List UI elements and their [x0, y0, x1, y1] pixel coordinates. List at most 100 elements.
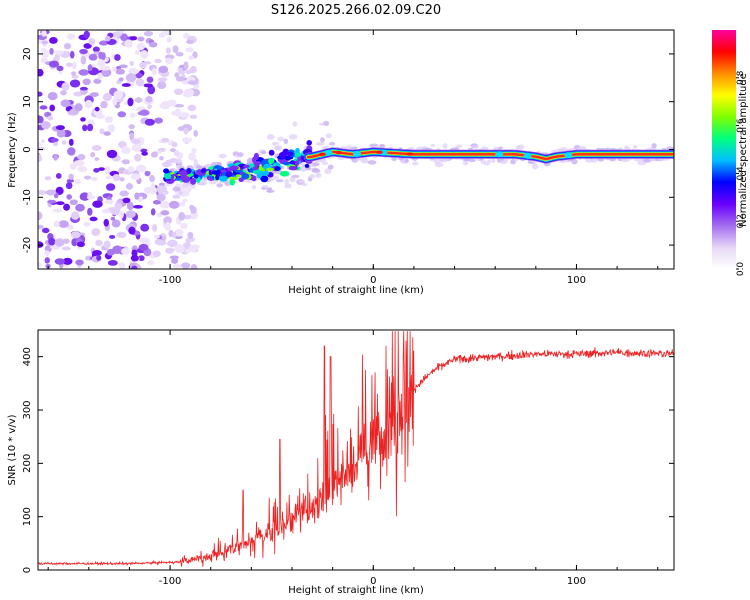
noise-blob [67, 33, 76, 40]
track-halo [651, 143, 657, 149]
noise-blob [127, 97, 134, 107]
noise-blob [105, 175, 113, 180]
noise-blob [129, 61, 134, 66]
snr-y-tick-label: 300 [22, 400, 33, 419]
noise-blob [97, 72, 103, 80]
noise-blob [186, 185, 192, 193]
noise-blob [128, 124, 135, 130]
track-halo [320, 137, 325, 143]
noise-blob [96, 254, 102, 261]
track-blob [164, 173, 172, 180]
noise-blob [131, 143, 142, 152]
snr-y-tick-label: 200 [22, 454, 33, 473]
noise-blob [135, 78, 145, 87]
track-halo [182, 183, 187, 188]
track-blob [235, 169, 244, 173]
noise-blob [137, 36, 145, 42]
track-halo [262, 184, 269, 189]
noise-blob [70, 211, 80, 220]
noise-blob [148, 41, 158, 48]
noise-blob [185, 47, 194, 53]
track-peak [406, 152, 414, 156]
noise-blob [48, 237, 56, 246]
noise-blob [139, 61, 147, 69]
noise-blob [61, 82, 70, 91]
noise-blob [134, 153, 142, 162]
noise-blob [92, 46, 100, 53]
track-halo [312, 162, 320, 167]
noise-blob [79, 86, 88, 91]
track-halo [173, 150, 180, 156]
noise-blob [131, 173, 141, 181]
noise-blob [54, 238, 65, 247]
noise-blob [118, 210, 124, 219]
noise-blob [38, 211, 43, 221]
noise-blob [125, 183, 134, 190]
track-halo [379, 143, 385, 149]
track-halo [266, 134, 275, 140]
noise-blob [55, 201, 65, 206]
noise-blob [71, 74, 79, 79]
track-band [307, 150, 674, 161]
noise-blob [134, 97, 143, 103]
snr-x-tick-label: 0 [370, 576, 376, 587]
noise-blob [161, 137, 170, 143]
noise-blob [91, 176, 98, 182]
track-halo [624, 145, 629, 152]
noise-blob [106, 149, 118, 159]
noise-blob [135, 164, 147, 173]
noise-blob [107, 124, 115, 133]
noise-blob [91, 145, 102, 151]
noise-blob [115, 68, 125, 75]
noise-blob [146, 76, 154, 83]
noise-blob [129, 112, 136, 118]
noise-blob [76, 241, 85, 248]
snr-y-tick-label: 400 [22, 347, 33, 366]
noise-blob [94, 106, 100, 112]
noise-blob [153, 234, 160, 239]
noise-blob [98, 51, 104, 60]
colorbar-gradient [712, 30, 736, 269]
noise-blob [171, 141, 178, 148]
noise-blob [66, 224, 74, 230]
track-halo [462, 160, 469, 166]
track-halo [251, 185, 257, 190]
noise-blob [190, 65, 197, 74]
noise-blob [130, 254, 139, 262]
track-blob [229, 177, 240, 180]
track-blob [241, 173, 250, 180]
spectrogram-x-tick-label: 0 [370, 275, 376, 286]
track-halo [274, 144, 283, 151]
track-blob [190, 177, 197, 185]
noise-blob [73, 159, 85, 167]
noise-blob [180, 201, 186, 207]
noise-blob [55, 172, 62, 179]
noise-blob [159, 200, 170, 209]
track-halo [193, 158, 198, 164]
track-blob [252, 156, 256, 164]
noise-blob [112, 245, 123, 254]
noise-blob [160, 210, 170, 216]
noise-blob [66, 194, 73, 200]
noise-blob [89, 92, 99, 97]
noise-blob [185, 237, 192, 244]
noise-blob [63, 42, 72, 50]
noise-blob [129, 36, 138, 41]
noise-blob [71, 61, 77, 70]
track-halo [481, 146, 489, 151]
track-halo [315, 142, 325, 146]
track-blob [256, 173, 262, 179]
noise-blob [66, 62, 73, 68]
noise-blob [41, 30, 47, 37]
noise-blob [87, 207, 93, 216]
track-blob [295, 147, 300, 154]
noise-blob [92, 249, 102, 256]
noise-blob [82, 78, 91, 86]
noise-blob [88, 53, 98, 61]
track-blob [252, 166, 259, 171]
noise-blob [182, 198, 188, 203]
noise-blob [39, 105, 48, 110]
noise-blob [38, 142, 42, 147]
spectrogram-y-tick-label: -10 [22, 189, 33, 205]
